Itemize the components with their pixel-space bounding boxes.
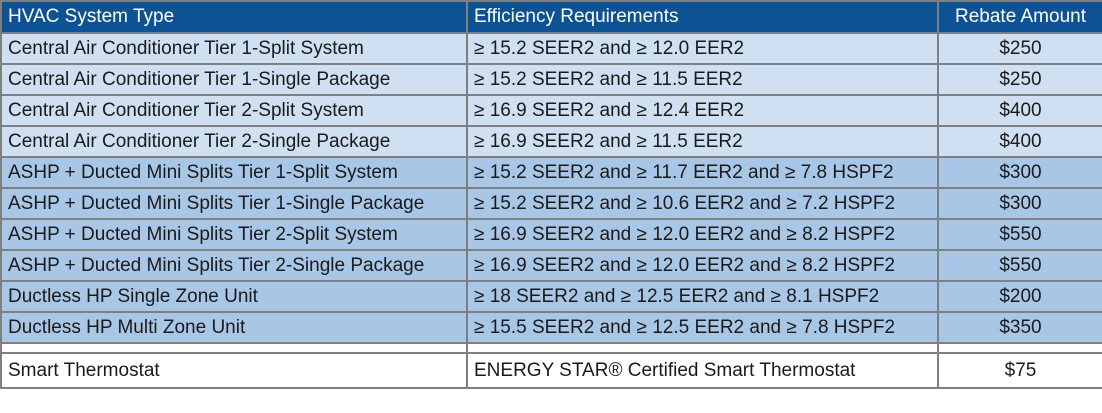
cell-rebate: $75 [937,352,1102,389]
cell-efficiency: ≥ 16.9 SEER2 and ≥ 12.0 EER2 and ≥ 8.2 H… [466,218,939,251]
cell-rebate: $550 [937,218,1102,251]
spacer-cell [466,342,939,354]
cell-rebate: $350 [937,311,1102,344]
table-row: ASHP + Ducted Mini Splits Tier 1-Split S… [0,156,1102,189]
cell-rebate: $200 [937,280,1102,313]
cell-type: ASHP + Ducted Mini Splits Tier 1-Split S… [0,156,468,189]
cell-type: ASHP + Ducted Mini Splits Tier 2-Single … [0,249,468,282]
cell-type: Smart Thermostat [0,352,468,389]
cell-rebate: $300 [937,156,1102,189]
cell-rebate: $250 [937,63,1102,96]
spacer-row [0,342,1102,354]
table-row: Central Air Conditioner Tier 1-Single Pa… [0,63,1102,96]
cell-efficiency: ≥ 15.2 SEER2 and ≥ 11.7 EER2 and ≥ 7.8 H… [466,156,939,189]
table-row: Ductless HP Multi Zone Unit ≥ 15.5 SEER2… [0,311,1102,344]
cell-type: Central Air Conditioner Tier 1-Single Pa… [0,63,468,96]
table-row: ASHP + Ducted Mini Splits Tier 1-Single … [0,187,1102,220]
spacer-cell [0,342,468,354]
header-rebate: Rebate Amount [937,0,1102,34]
spacer-cell [937,342,1102,354]
cell-efficiency: ≥ 18 SEER2 and ≥ 12.5 EER2 and ≥ 8.1 HSP… [466,280,939,313]
cell-type: Ductless HP Single Zone Unit [0,280,468,313]
cell-efficiency: ≥ 15.2 SEER2 and ≥ 12.0 EER2 [466,32,939,65]
cell-efficiency: ≥ 16.9 SEER2 and ≥ 11.5 EER2 [466,125,939,158]
table-row: ASHP + Ducted Mini Splits Tier 2-Single … [0,249,1102,282]
cell-efficiency: ≥ 15.2 SEER2 and ≥ 11.5 EER2 [466,63,939,96]
cell-efficiency: ENERGY STAR® Certified Smart Thermostat [466,352,939,389]
cell-type: Ductless HP Multi Zone Unit [0,311,468,344]
cell-rebate: $400 [937,94,1102,127]
cell-efficiency: ≥ 15.5 SEER2 and ≥ 12.5 EER2 and ≥ 7.8 H… [466,311,939,344]
cell-type: ASHP + Ducted Mini Splits Tier 1-Single … [0,187,468,220]
cell-rebate: $250 [937,32,1102,65]
table-row-thermostat: Smart Thermostat ENERGY STAR® Certified … [0,352,1102,389]
cell-rebate: $300 [937,187,1102,220]
cell-efficiency: ≥ 16.9 SEER2 and ≥ 12.0 EER2 and ≥ 8.2 H… [466,249,939,282]
table-row: Central Air Conditioner Tier 1-Split Sys… [0,32,1102,65]
table-row: Central Air Conditioner Tier 2-Split Sys… [0,94,1102,127]
table-row: Central Air Conditioner Tier 2-Single Pa… [0,125,1102,158]
cell-type: Central Air Conditioner Tier 1-Split Sys… [0,32,468,65]
cell-rebate: $550 [937,249,1102,282]
header-row: HVAC System Type Efficiency Requirements… [0,0,1102,34]
table-row: ASHP + Ducted Mini Splits Tier 2-Split S… [0,218,1102,251]
table-row: Ductless HP Single Zone Unit ≥ 18 SEER2 … [0,280,1102,313]
cell-type: Central Air Conditioner Tier 2-Split Sys… [0,94,468,127]
header-efficiency: Efficiency Requirements [466,0,939,34]
cell-type: Central Air Conditioner Tier 2-Single Pa… [0,125,468,158]
cell-type: ASHP + Ducted Mini Splits Tier 2-Split S… [0,218,468,251]
cell-efficiency: ≥ 16.9 SEER2 and ≥ 12.4 EER2 [466,94,939,127]
header-hvac-type: HVAC System Type [0,0,468,34]
cell-efficiency: ≥ 15.2 SEER2 and ≥ 10.6 EER2 and ≥ 7.2 H… [466,187,939,220]
rebate-table: HVAC System Type Efficiency Requirements… [0,0,1102,389]
cell-rebate: $400 [937,125,1102,158]
